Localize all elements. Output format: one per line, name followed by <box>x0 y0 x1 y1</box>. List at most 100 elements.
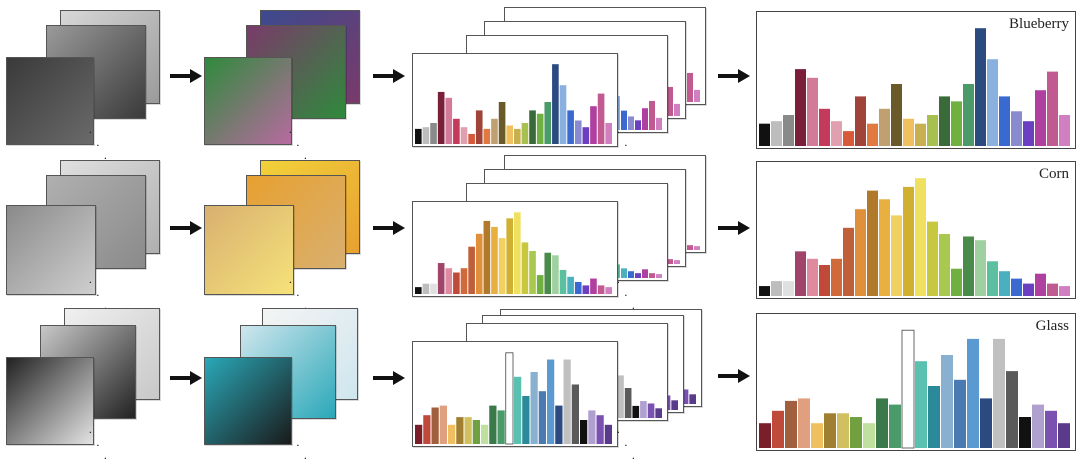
histogram-bar <box>582 127 590 144</box>
histogram-bar <box>1059 115 1070 146</box>
histogram-bar <box>574 120 582 144</box>
histogram-bar <box>529 251 536 294</box>
histogram-bar <box>811 423 823 448</box>
histogram-front <box>412 341 618 447</box>
stack-ellipsis: · · · <box>285 424 312 466</box>
histogram-bar <box>876 398 888 448</box>
histogram-bar <box>536 113 544 144</box>
histogram-bar <box>437 91 445 144</box>
histogram-bar <box>687 72 693 102</box>
histogram-bar <box>891 215 902 296</box>
histogram-bar <box>855 209 866 296</box>
histogram-bar <box>481 424 489 444</box>
grayscale-image-front <box>6 357 94 445</box>
histogram-bar <box>521 242 529 294</box>
histogram-bar <box>771 281 782 296</box>
histogram-bar <box>939 96 950 146</box>
histogram-bar <box>963 84 974 146</box>
histogram-bar <box>939 234 950 296</box>
row-corn: · · · · · · · · · Corn <box>0 155 1080 315</box>
histogram-bar <box>422 127 430 144</box>
histogram-bar <box>1058 423 1070 448</box>
histogram-bar <box>1023 283 1034 296</box>
histogram-bar <box>667 259 673 264</box>
stack-ellipsis: · · · <box>85 424 112 466</box>
histogram-bar <box>759 123 770 146</box>
histogram-bar <box>498 238 506 294</box>
histogram-bar <box>987 261 998 296</box>
histogram-bar <box>491 226 498 294</box>
histogram-bar <box>555 405 563 444</box>
histogram-bar <box>1019 417 1031 448</box>
color-image-front <box>204 57 292 145</box>
aggregate-histogram: Glass <box>756 313 1076 451</box>
histogram-bar <box>1035 273 1046 296</box>
histogram-bar <box>759 423 771 448</box>
histogram-bar <box>694 89 700 102</box>
histogram-bar <box>445 97 453 144</box>
histogram-bar <box>928 386 940 448</box>
color-image-front <box>204 205 294 295</box>
histogram-bar <box>422 283 430 294</box>
histogram-bar <box>843 227 854 296</box>
histogram-bar <box>559 85 567 144</box>
histogram-bar <box>819 108 830 146</box>
histogram-bar <box>617 375 624 418</box>
histogram-bar <box>1047 283 1058 296</box>
histogram-bar <box>819 265 830 296</box>
histogram-bar <box>423 415 431 444</box>
arrow-right-icon <box>718 221 750 235</box>
histogram-bar <box>635 273 641 278</box>
histogram-bar <box>656 274 662 278</box>
histogram-bar <box>987 59 998 147</box>
histogram-bar <box>522 396 530 444</box>
histogram-bar <box>831 258 842 296</box>
histogram-bar <box>621 268 627 278</box>
histogram-bar <box>475 110 483 144</box>
histogram-bar <box>430 123 437 144</box>
histogram-bar <box>963 236 974 296</box>
histogram-bar <box>544 102 552 144</box>
arrow-right-icon <box>373 221 405 235</box>
histogram-bar <box>536 275 544 294</box>
arrow-right-icon <box>718 69 750 83</box>
histogram-front <box>412 201 618 297</box>
arrow-right-icon <box>170 371 202 385</box>
histogram-bar <box>453 272 460 294</box>
histogram-bar <box>1059 286 1070 296</box>
histogram-bar <box>901 329 915 449</box>
histogram-bar <box>590 278 597 294</box>
histogram-bar <box>521 123 529 144</box>
histogram-bar <box>771 121 782 146</box>
histogram-bar <box>491 118 498 144</box>
histogram-bar <box>468 133 475 144</box>
histogram-bar <box>863 423 875 448</box>
histogram-bar <box>999 96 1010 146</box>
histogram-bar <box>927 221 938 296</box>
histogram-bar <box>529 110 536 144</box>
histogram-bar <box>649 273 655 278</box>
histogram-chart <box>415 352 612 445</box>
histogram-bar <box>879 108 890 146</box>
arrow-right-icon <box>373 69 405 83</box>
histogram-bar <box>497 410 505 444</box>
histogram-bar <box>980 398 992 448</box>
grayscale-image-front <box>6 205 96 295</box>
histogram-bar <box>547 359 555 444</box>
histogram-bar <box>649 100 655 130</box>
histogram-bar <box>681 389 689 404</box>
histogram-bar <box>605 287 612 294</box>
histogram-bar <box>514 128 521 144</box>
histogram-chart <box>415 64 612 144</box>
histogram-bar <box>530 372 538 444</box>
histogram-bar <box>498 102 506 144</box>
row-label: Blueberry <box>1009 16 1069 32</box>
histogram-bar <box>951 268 962 296</box>
aggregate-histogram-chart <box>759 329 1070 449</box>
histogram-bar <box>694 246 700 250</box>
histogram-bar <box>624 387 632 418</box>
histogram-bar <box>552 255 559 294</box>
histogram-bar <box>642 269 648 278</box>
histogram-bar <box>559 269 567 294</box>
histogram-bar <box>468 246 475 294</box>
